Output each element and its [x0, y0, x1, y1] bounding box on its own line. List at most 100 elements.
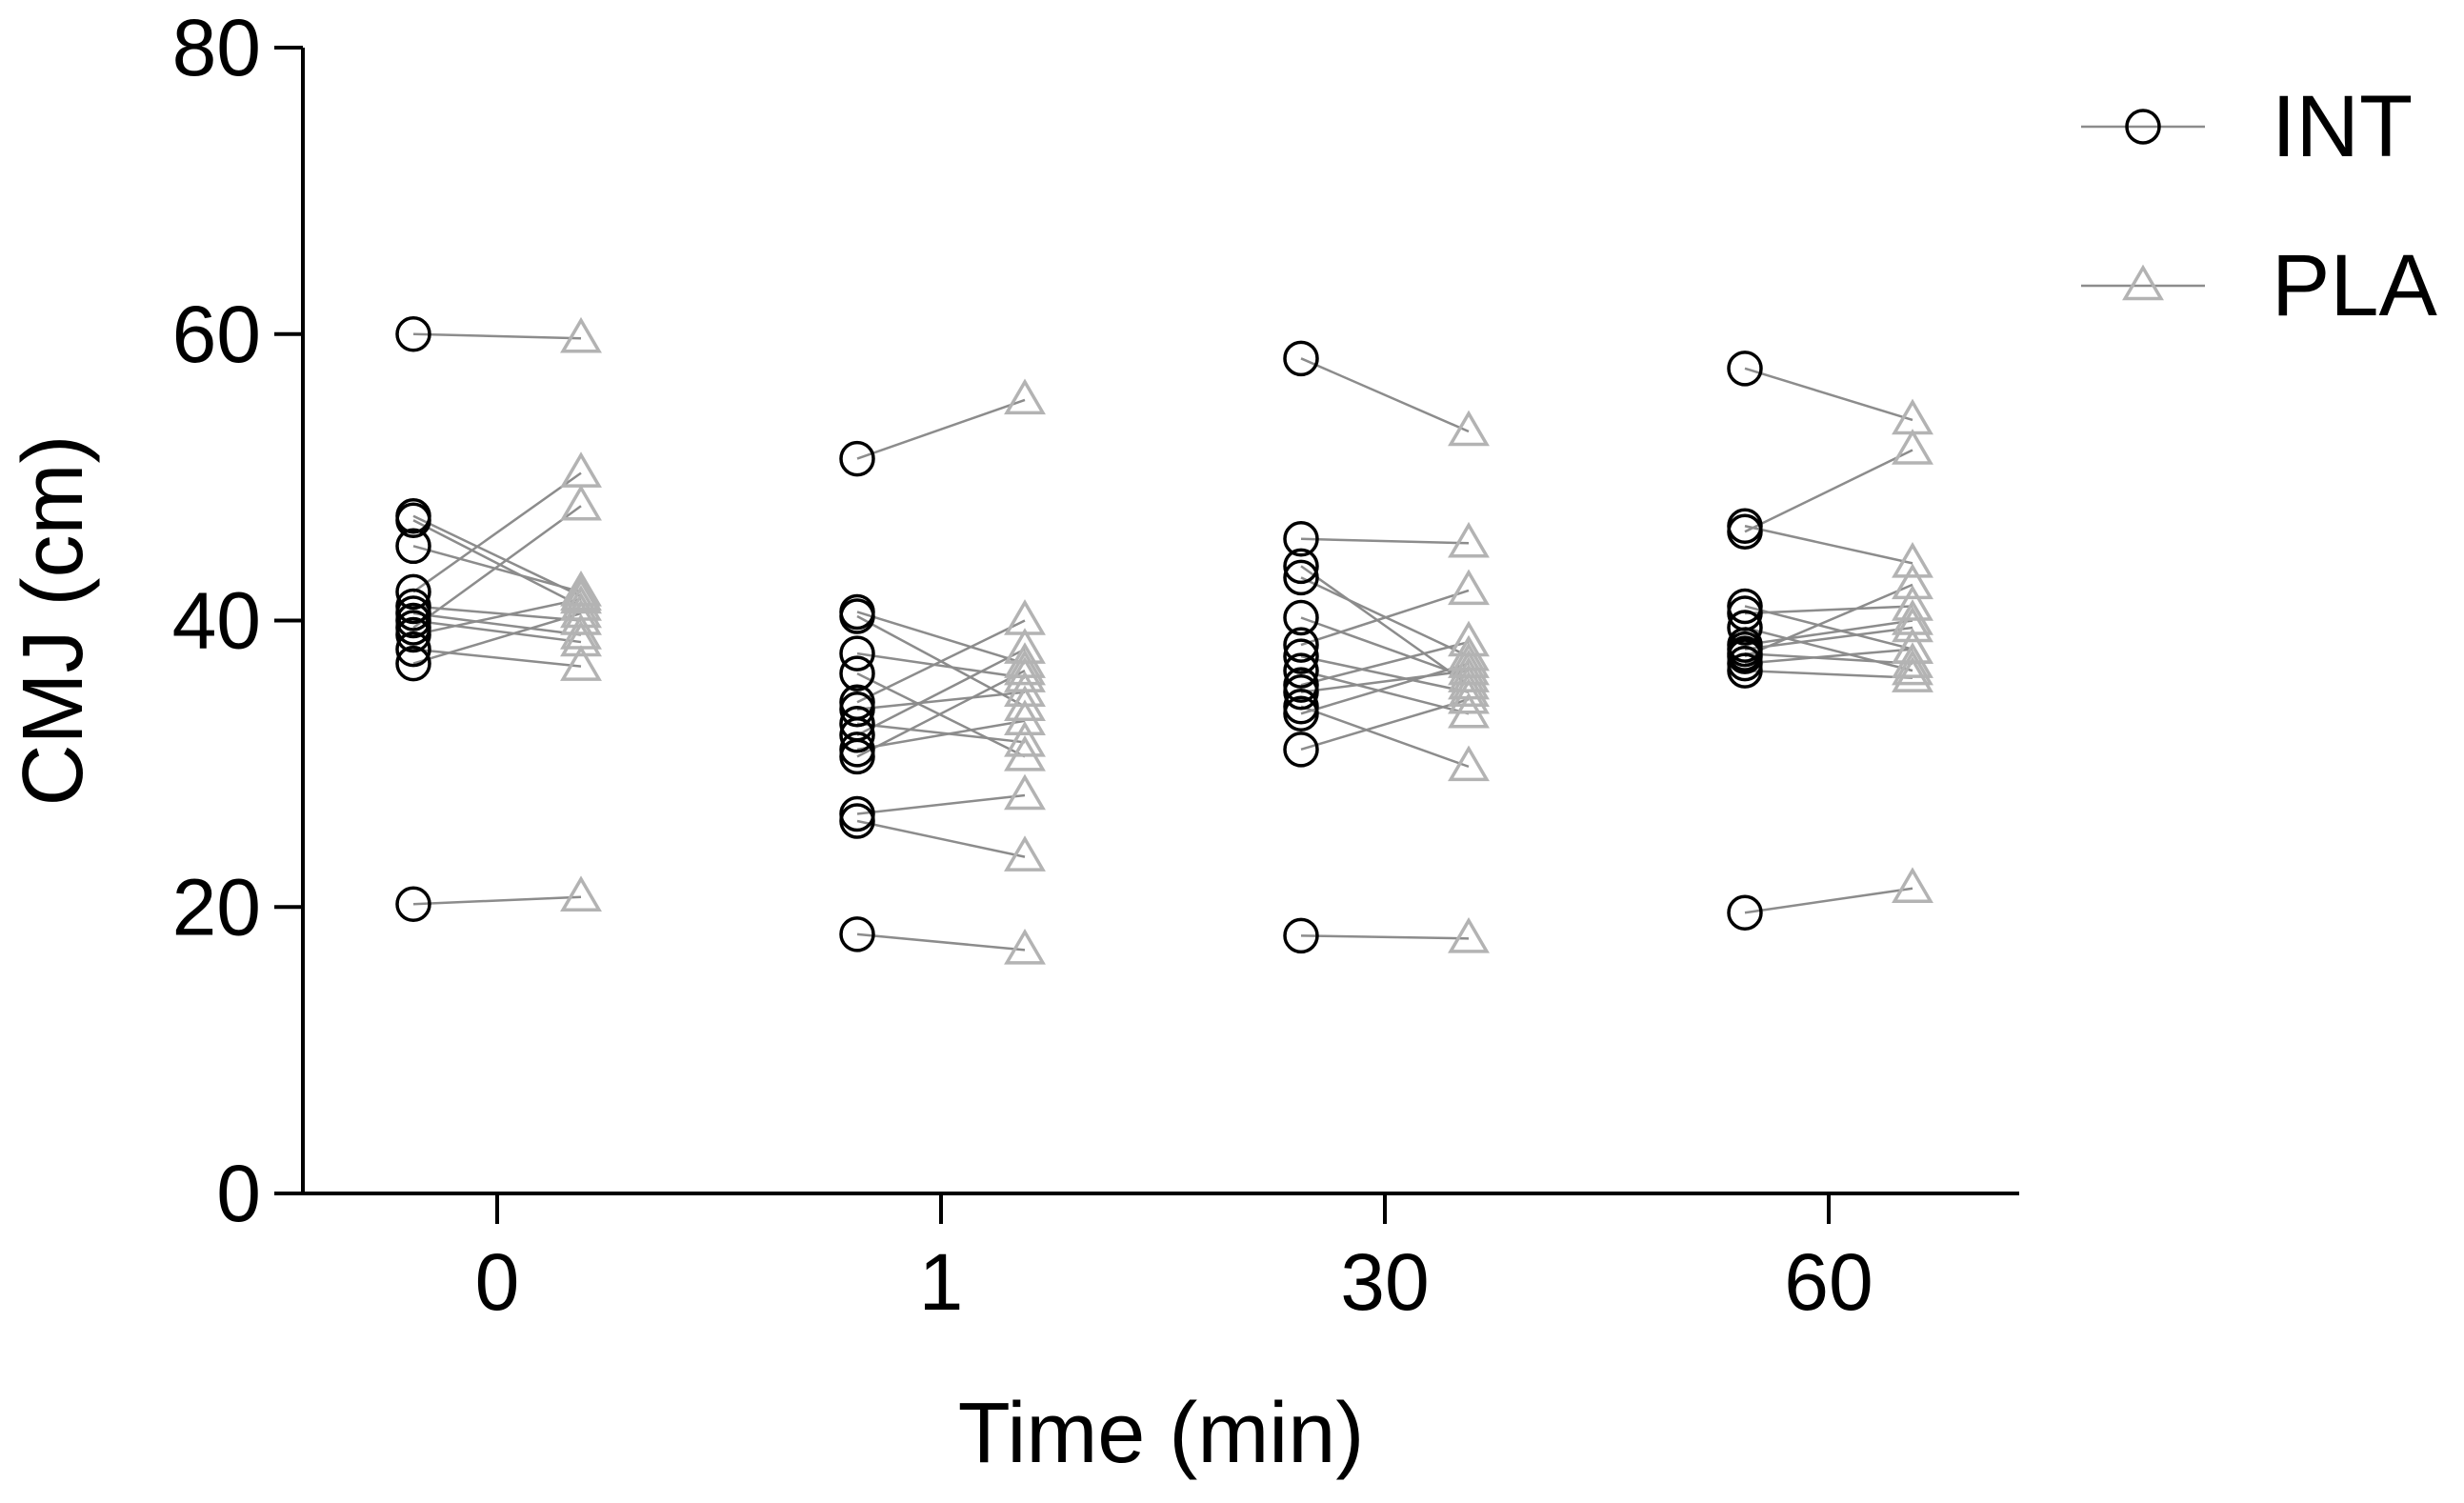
int-point	[839, 440, 875, 477]
pla-point	[1892, 563, 1933, 600]
y-tick-label: 80	[172, 3, 261, 92]
subject-pair-line	[1744, 651, 1913, 665]
int-point	[1283, 638, 1319, 674]
subject-pair-line	[412, 514, 582, 598]
subject-pair-line	[1300, 537, 1470, 545]
subject-pair-line	[1300, 565, 1470, 687]
subject-pair-line	[856, 719, 1026, 752]
int-point	[839, 803, 875, 839]
int-point	[839, 598, 875, 634]
legend-pla-marker	[2122, 264, 2164, 301]
subject-pair-line	[412, 519, 582, 608]
pla-point	[560, 875, 602, 912]
subject-pair-line	[412, 648, 582, 668]
subject-pair-line	[856, 651, 1026, 679]
legend-label: PLA	[2272, 237, 2438, 334]
int-point	[1283, 599, 1319, 636]
y-tick-label: 20	[172, 862, 261, 952]
subject-pair-line	[856, 670, 1026, 758]
pla-point	[1448, 569, 1490, 606]
pla-point	[1448, 671, 1490, 707]
subject-pair-line	[1744, 525, 1913, 565]
subject-pair-line	[856, 691, 1026, 711]
int-point	[395, 886, 431, 922]
pla-point	[1892, 541, 1933, 578]
pla-point	[1448, 521, 1490, 558]
y-tick-label: 0	[216, 1149, 261, 1238]
int-point	[1283, 673, 1319, 711]
pla-point	[1892, 649, 1933, 686]
subject-pair-line	[856, 793, 1026, 815]
int-point	[839, 655, 875, 691]
pla-point	[1004, 628, 1046, 664]
pla-point	[1004, 699, 1046, 736]
subject-pair-line	[412, 471, 582, 593]
int-point	[839, 635, 875, 671]
subject-pair-line	[856, 722, 1026, 744]
subject-pair-line	[1744, 583, 1913, 658]
subject-pair-line	[1300, 934, 1470, 940]
int-point	[1283, 548, 1319, 585]
subject-pair-line	[1300, 698, 1470, 752]
pla-point	[560, 577, 602, 614]
subject-pair-line	[1300, 705, 1470, 769]
int-point	[1283, 521, 1319, 557]
subject-pair-line	[856, 398, 1026, 460]
subject-pair-line	[412, 597, 582, 636]
subject-pair-line	[1744, 626, 1913, 672]
pla-point	[560, 645, 602, 681]
subject-pair-line	[1300, 640, 1470, 687]
subject-pair-line	[1300, 357, 1470, 433]
subject-pair-line	[1744, 887, 1913, 914]
int-point	[395, 631, 431, 668]
pla-point	[1004, 773, 1046, 811]
x-axis-title: Time (min)	[958, 1386, 1365, 1481]
pla-point	[1004, 835, 1046, 872]
pla-point	[1892, 585, 1933, 621]
int-point	[1727, 610, 1763, 646]
int-point	[1727, 652, 1763, 689]
subject-pair-line	[412, 619, 582, 644]
subject-pair-line	[1300, 669, 1470, 693]
int-point	[395, 502, 431, 538]
pla-point	[1892, 867, 1933, 903]
pla-point	[560, 316, 602, 353]
legend-label: INT	[2272, 78, 2413, 175]
subject-pair-line	[856, 819, 1026, 858]
pla-point	[560, 599, 602, 635]
subject-pair-line	[1744, 648, 1913, 665]
subject-pair-line	[856, 611, 1026, 665]
pla-point	[1004, 720, 1046, 757]
pla-point	[1004, 649, 1046, 686]
pla-point	[1892, 398, 1933, 435]
int-point	[1283, 559, 1319, 596]
subject-pair-line	[1744, 619, 1913, 647]
pla-point	[1448, 916, 1490, 953]
pla-point	[1448, 745, 1490, 782]
pla-point	[560, 484, 602, 521]
int-point	[1283, 340, 1319, 377]
y-axis-title: CMJ (cm)	[6, 435, 101, 807]
pla-point	[1892, 606, 1933, 643]
subject-pair-line	[1300, 662, 1470, 715]
int-point	[1283, 627, 1319, 663]
legend: INT PLA	[2081, 78, 2438, 334]
markers-layer	[395, 316, 1933, 965]
subject-pair-line	[856, 648, 1026, 736]
int-point	[1283, 695, 1319, 731]
int-point	[1283, 917, 1319, 954]
y-tick-label: 40	[172, 576, 261, 666]
pla-point	[1004, 928, 1046, 965]
x-tick-label: 60	[1784, 1237, 1873, 1327]
pla-point	[1892, 656, 1933, 692]
x-tick-label: 30	[1340, 1237, 1429, 1327]
legend-int-marker	[2125, 109, 2161, 145]
x-tick-label: 0	[475, 1237, 520, 1327]
int-point	[839, 738, 875, 775]
int-point	[395, 616, 431, 653]
x-tick-label: 1	[919, 1237, 964, 1327]
int-point	[839, 717, 875, 753]
subject-pair-line	[856, 932, 1026, 952]
subject-pair-line	[1744, 605, 1913, 651]
